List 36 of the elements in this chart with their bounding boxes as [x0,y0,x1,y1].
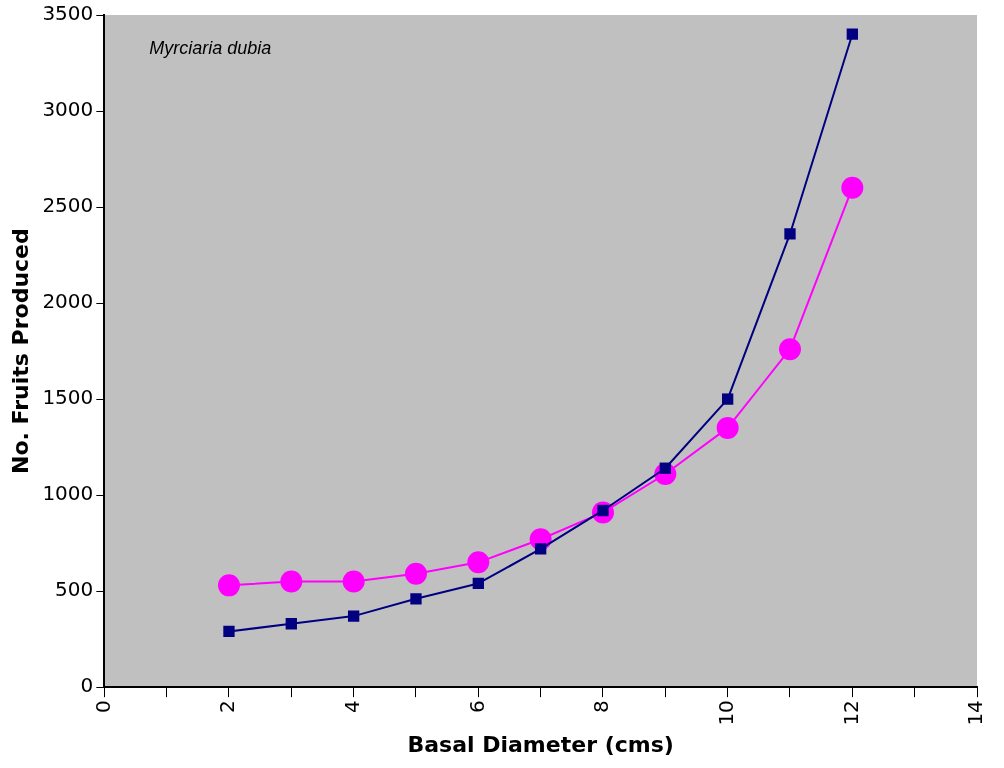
point [285,618,297,630]
y-tick-label: 2500 [42,193,94,218]
point [410,593,422,605]
y-tick-label: 500 [55,577,94,602]
point [347,610,360,622]
point [223,625,235,638]
point [342,570,365,593]
point [841,176,864,199]
point [280,570,303,593]
point [716,416,739,439]
x-tick-label: 6 [464,700,489,713]
y-tick-label: 3500 [42,1,94,26]
x-tick-label: 4 [339,700,364,713]
y-tick-label: 1000 [42,481,94,506]
y-tick-label: 2000 [42,289,94,314]
point [534,543,547,555]
point [472,577,484,590]
annotation: Myrciaria dubia [149,38,272,58]
x-tick-label: 10 [713,700,738,726]
x-tick-label: 12 [838,700,863,726]
x-tick-label: 0 [90,700,115,713]
point [404,562,427,585]
point [467,551,490,574]
x-tick-label: 8 [589,700,614,713]
point [778,338,801,361]
x-tick-label: 14 [963,700,988,726]
point [846,28,858,40]
y-tick-label: 1500 [42,385,94,410]
y-axis-title: No. Fruits Produced [7,228,33,474]
x-tick-label: 2 [215,700,240,713]
point [784,228,796,240]
x-axis-title: Basal Diameter (cms) [407,731,674,757]
y-tick-label: 3000 [42,97,94,122]
point [217,574,240,597]
point [722,393,734,405]
point [659,462,671,474]
